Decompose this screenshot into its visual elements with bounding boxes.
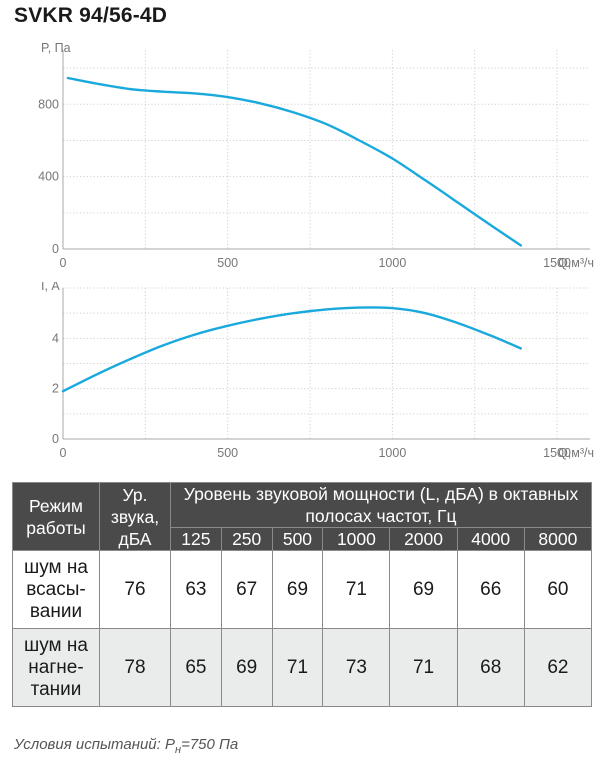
note-prefix: Условия испытаний: P xyxy=(14,736,175,753)
header-mode: Режим работы xyxy=(12,482,100,551)
row-value: 69 xyxy=(389,550,458,629)
note-subscript: н xyxy=(175,744,182,756)
pressure-chart: 0 400 800 0 500 1000 1500 P, Па Q,м³/ч xyxy=(38,41,594,270)
x-tick-label: 1500 xyxy=(543,446,571,460)
y-tick-label: 800 xyxy=(38,97,59,111)
x-tick-label: 500 xyxy=(217,256,238,270)
x-tick-label: 0 xyxy=(60,446,67,460)
table-row: шум на всасы-вании 76 63 67 69 71 69 66 … xyxy=(12,550,593,629)
chart-title: SVKR 94/56-4D xyxy=(14,4,168,27)
x-tick-label: 1000 xyxy=(378,256,406,270)
header-sound-power: Уровень звуковой мощности (L, дБА) в окт… xyxy=(170,482,592,528)
row-value: 69 xyxy=(271,550,324,629)
current-chart: 0 2 4 0 500 1000 1500 I, А Q,м³/ч xyxy=(41,282,594,460)
row-value: 73 xyxy=(322,628,391,707)
header-freq-125: 125 xyxy=(170,527,222,551)
y-tick-label: 4 xyxy=(52,331,59,345)
row-value: 63 xyxy=(170,550,222,629)
row-value: 65 xyxy=(170,628,222,707)
x-tick-label: 500 xyxy=(217,446,238,460)
row-value: 71 xyxy=(389,628,458,707)
row-mode: шум на всасы-вании xyxy=(12,550,100,629)
y-tick-label: 400 xyxy=(38,170,59,184)
row-sound-level: 76 xyxy=(99,550,171,629)
row-value: 62 xyxy=(523,628,593,707)
header-freq-8000: 8000 xyxy=(523,527,593,551)
row-value: 71 xyxy=(322,550,391,629)
row-value: 67 xyxy=(220,550,273,629)
row-sound-level: 78 xyxy=(99,628,171,707)
series-line xyxy=(61,306,522,393)
row-value: 69 xyxy=(220,628,273,707)
row-mode: шум на нагне-тании xyxy=(12,628,100,707)
y-tick-label: 0 xyxy=(52,242,59,256)
series-line xyxy=(66,76,522,247)
header-sound-level: Ур. звука, дБА xyxy=(99,482,171,551)
header-freq-500: 500 xyxy=(271,527,324,551)
table-row: шум на нагне-тании 78 65 69 71 73 71 68 … xyxy=(12,628,593,707)
grid xyxy=(62,50,590,250)
grid xyxy=(62,287,590,440)
header-freq-1000: 1000 xyxy=(322,527,391,551)
x-tick-label: 1500 xyxy=(543,256,571,270)
x-tick-label: 0 xyxy=(60,256,67,270)
test-conditions-note: Условия испытаний: Pн=750 Па xyxy=(14,736,238,756)
row-value: 66 xyxy=(456,550,525,629)
row-value: 60 xyxy=(523,550,593,629)
y-axis-label: P, Па xyxy=(41,41,71,55)
y-axis-label: I, А xyxy=(41,282,60,293)
row-value: 68 xyxy=(456,628,525,707)
y-tick-label: 0 xyxy=(52,432,59,446)
header-freq-2000: 2000 xyxy=(389,527,458,551)
x-tick-label: 1000 xyxy=(378,446,406,460)
row-value: 71 xyxy=(271,628,324,707)
x-axis-label: Q,м³/ч xyxy=(558,256,594,270)
header-freq-4000: 4000 xyxy=(456,527,525,551)
x-axis-label: Q,м³/ч xyxy=(558,446,594,460)
y-tick-label: 2 xyxy=(52,382,59,396)
header-freq-250: 250 xyxy=(220,527,273,551)
note-suffix: =750 Па xyxy=(181,736,239,753)
noise-table: Режим работы Ур. звука, дБА Уровень звук… xyxy=(12,482,593,707)
